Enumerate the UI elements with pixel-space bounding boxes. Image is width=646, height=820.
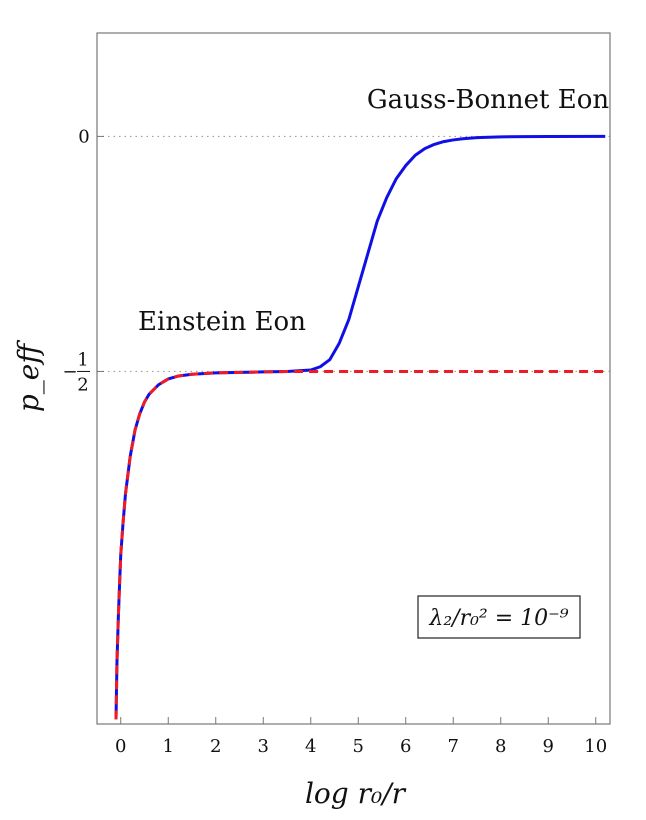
y-ticks: 0 −1 2 [62,126,104,395]
legend-text: λ₂/r₀² = 10⁻⁹ [428,606,568,631]
x-tick-label: 7 [448,736,459,757]
annotation-gauss-bonnet: Gauss-Bonnet Eon [367,85,609,115]
y-axis-label: p_eff [12,340,45,412]
x-tick-label: 8 [495,736,506,757]
series-line-red-dashed [114,369,606,720]
y-tick-sign: − [62,361,77,382]
x-tick-label: 4 [305,736,316,757]
series-group [114,134,606,720]
y-tick-label: 0 [78,126,89,147]
plot-frame [96,32,611,725]
y-tick-denominator: 2 [77,374,88,395]
x-tick-label: 9 [543,736,554,757]
x-tick-label: 6 [400,736,411,757]
annotation-einstein: Einstein Eon [138,307,306,337]
x-tick-label: 5 [353,736,364,757]
legend-box: λ₂/r₀² = 10⁻⁹ [417,595,581,639]
x-tick-label: 10 [584,736,607,757]
y-tick-numerator: 1 [77,349,88,370]
x-tick-label: 0 [115,736,126,757]
x-axis-label: log r₀/r [305,777,407,810]
legend-frame [417,595,581,639]
x-ticks: 0 1 2 3 4 5 6 7 8 9 10 [115,717,607,757]
x-tick-label: 1 [163,736,174,757]
x-tick-label: 2 [210,736,221,757]
x-tick-label: 3 [258,736,269,757]
y-tick-label-fraction: −1 2 [62,349,90,395]
